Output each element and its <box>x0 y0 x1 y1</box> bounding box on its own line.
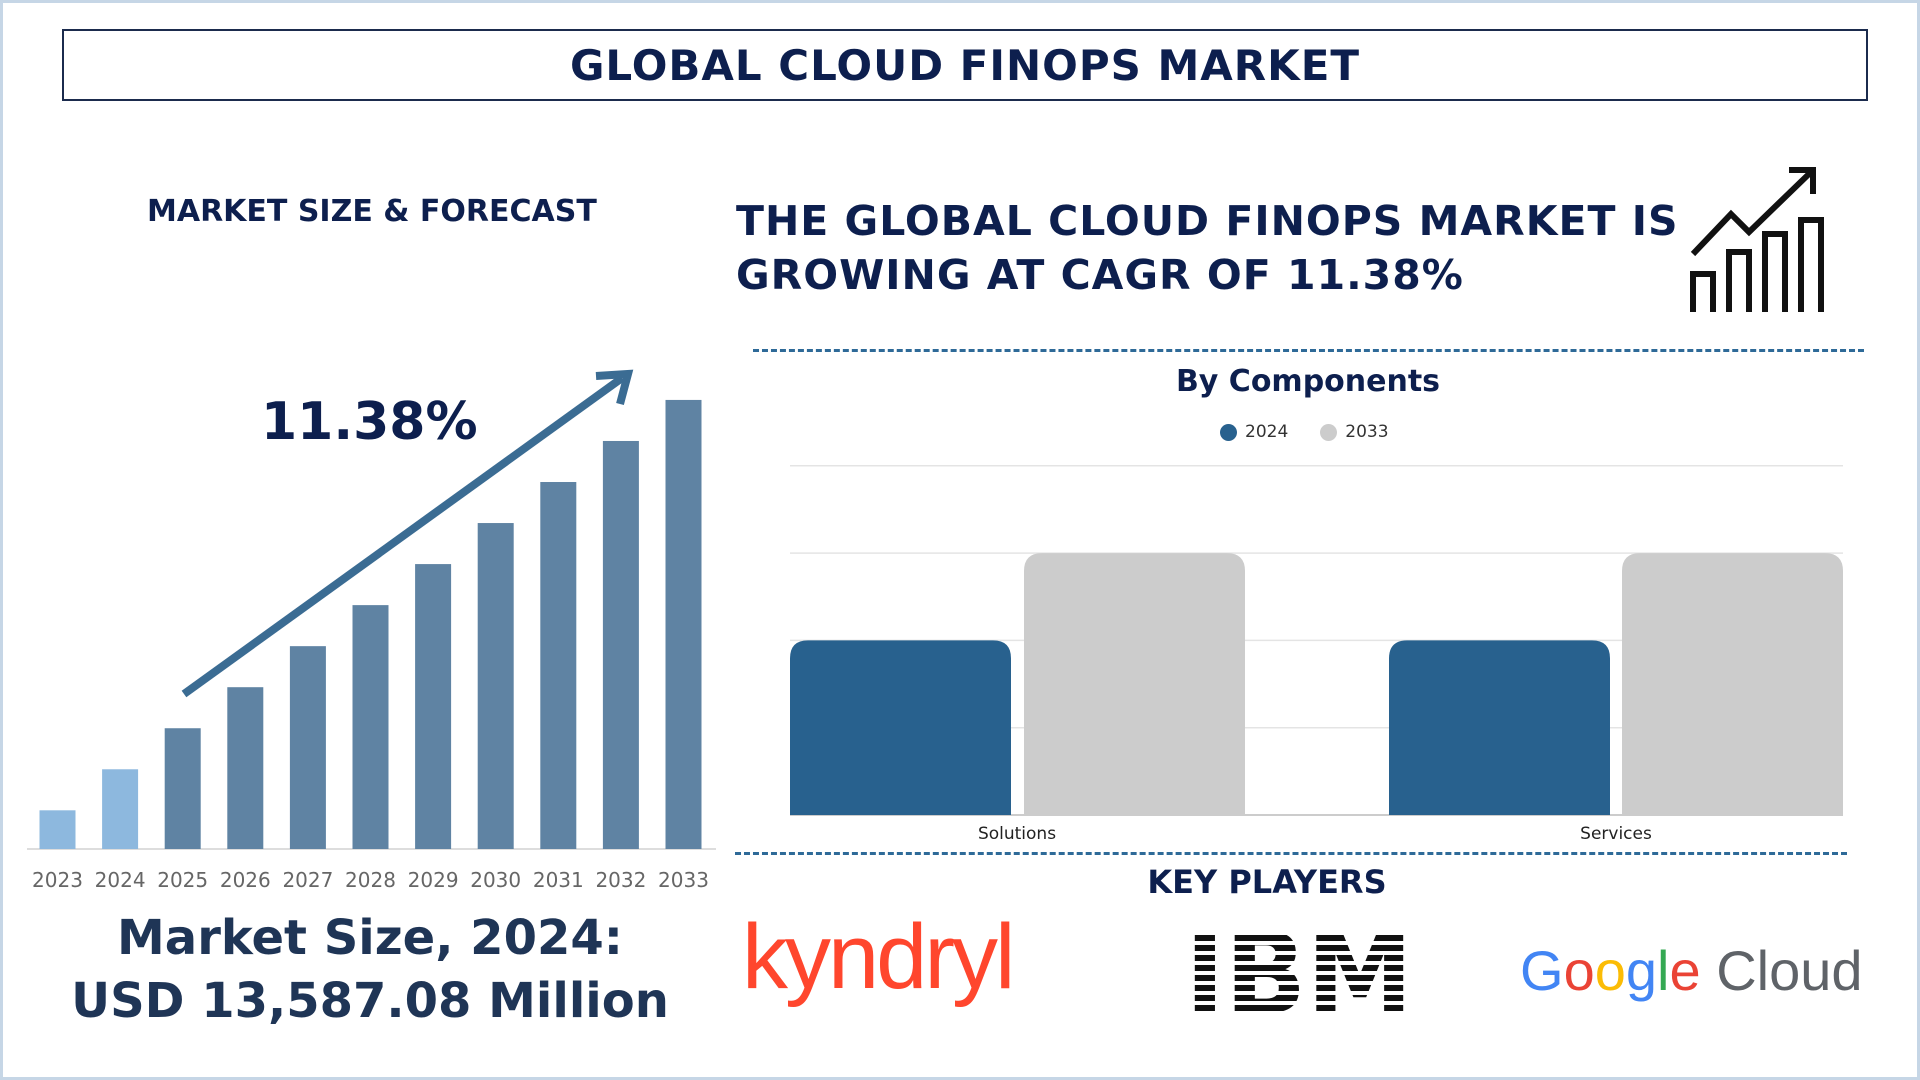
legend-item-2033: 2033 <box>1320 422 1389 442</box>
market-forecast-chart <box>27 369 716 850</box>
bar-2023 <box>39 810 76 849</box>
legend-dot-2033 <box>1320 423 1338 441</box>
market-size-value: USD 13,587.08 Million <box>71 973 669 1029</box>
chart-legend: 2024 2033 <box>1220 422 1389 442</box>
market-size-subtitle: MARKET SIZE & FORECAST <box>147 194 597 229</box>
page-title: GLOBAL CLOUD FINOPS MARKET <box>62 29 1868 101</box>
year-label-2032: 2032 <box>595 868 647 892</box>
divider-bottom <box>735 852 1847 855</box>
bar-2033 <box>665 399 702 849</box>
legend-label-2024: 2024 <box>1245 422 1289 442</box>
divider-top <box>753 349 1864 352</box>
headline: THE GLOBAL CLOUD FINOPS MARKET IS GROWIN… <box>736 194 1679 302</box>
year-label-2031: 2031 <box>532 868 584 892</box>
kyndryl-logo: kyndryl <box>742 906 1015 1008</box>
year-label-2024: 2024 <box>94 868 146 892</box>
year-label-2033: 2033 <box>658 868 709 892</box>
headline-line-2: GROWING AT CAGR OF 11.38% <box>736 251 1464 299</box>
bar-2024 <box>102 769 139 849</box>
trend-arrow-head <box>595 369 634 406</box>
key-players-title: KEY PLAYERS <box>1147 863 1387 901</box>
year-label-2029: 2029 <box>407 868 459 892</box>
bar-services-2033 <box>1622 553 1843 815</box>
legend-dot-2024 <box>1220 423 1237 441</box>
year-label-2028: 2028 <box>345 868 396 892</box>
google-cloud-logo: Google Cloud <box>1520 939 1863 1002</box>
bar-2031 <box>540 482 577 849</box>
year-label-2025: 2025 <box>157 868 209 892</box>
trend-arrow-line <box>181 374 625 698</box>
bar-2028 <box>352 605 389 849</box>
bar-solutions-2024 <box>790 640 1011 815</box>
cagr-annotation: 11.38% <box>261 392 478 452</box>
headline-line-1: THE GLOBAL CLOUD FINOPS MARKET IS <box>736 197 1679 245</box>
market-size-label: Market Size, 2024: <box>117 910 623 966</box>
bar-2032 <box>602 440 639 849</box>
year-label-2030: 2030 <box>470 868 522 892</box>
growth-chart-icon <box>1690 167 1824 312</box>
bar-2029 <box>415 564 452 849</box>
category-label-services: Services <box>1580 824 1652 844</box>
bar-2025 <box>164 728 201 849</box>
bar-2030 <box>477 523 514 849</box>
components-chart-title: By Components <box>1175 364 1441 399</box>
components-chart <box>790 465 1843 816</box>
year-label-2027: 2027 <box>282 868 334 892</box>
bar-solutions-2033 <box>1024 553 1245 815</box>
year-label-2023: 2023 <box>32 868 83 892</box>
legend-label-2033: 2033 <box>1345 422 1389 442</box>
legend-item-2024: 2024 <box>1220 422 1288 442</box>
category-label-solutions: Solutions <box>977 824 1057 844</box>
bar-2027 <box>289 646 326 849</box>
bar-services-2024 <box>1389 640 1610 815</box>
year-label-2026: 2026 <box>219 868 271 892</box>
bar-2026 <box>227 687 264 849</box>
svg-text:IBM: IBM <box>1185 925 1413 1017</box>
ibm-logo: IBM <box>1185 925 1413 1017</box>
